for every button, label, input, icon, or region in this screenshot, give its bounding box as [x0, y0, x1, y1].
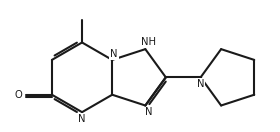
Text: NH: NH	[141, 37, 156, 47]
Text: N: N	[197, 79, 204, 89]
Text: N: N	[110, 49, 118, 59]
Text: N: N	[145, 107, 153, 117]
Text: O: O	[15, 90, 23, 100]
Text: N: N	[78, 114, 86, 124]
